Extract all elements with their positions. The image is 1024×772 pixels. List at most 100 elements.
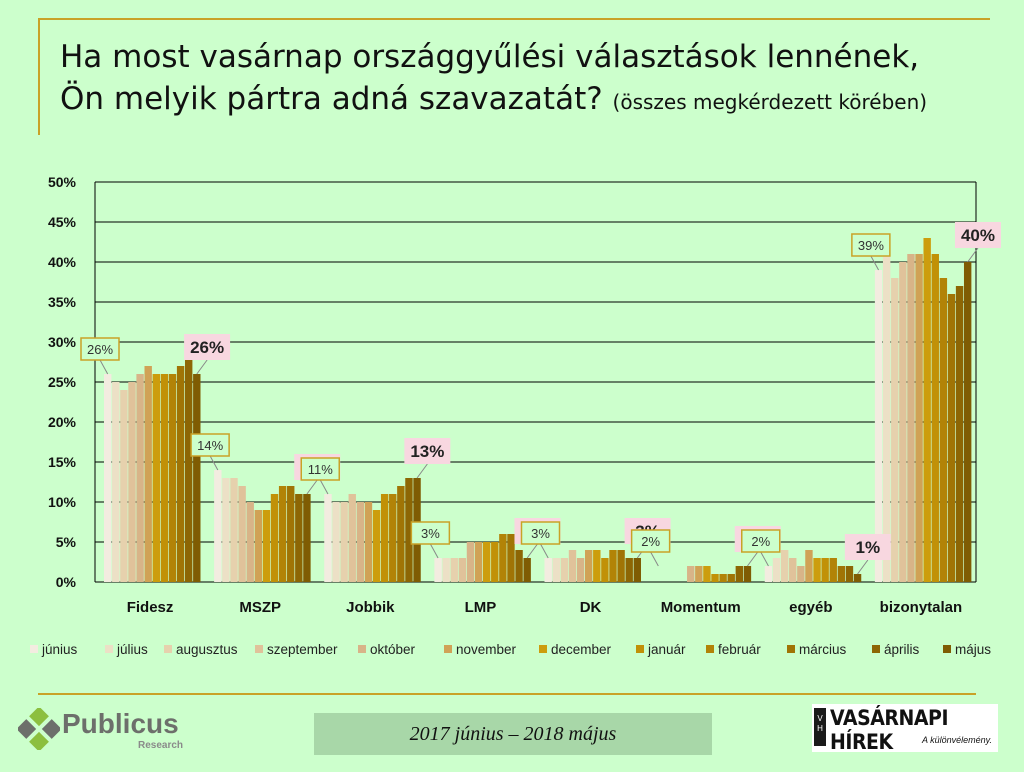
bar xyxy=(348,494,356,582)
legend-label: december xyxy=(551,642,612,657)
data-label-box xyxy=(954,222,1001,248)
y-tick-label: 10% xyxy=(48,494,77,510)
y-tick-label: 15% xyxy=(48,454,77,470)
legend-label: május xyxy=(955,642,991,657)
legend-label: augusztus xyxy=(176,642,238,657)
legend-swatch xyxy=(30,645,38,653)
bar xyxy=(544,558,552,582)
legend-label: november xyxy=(456,642,517,657)
legend-swatch xyxy=(164,645,172,653)
bar xyxy=(112,382,120,582)
bar xyxy=(238,486,246,582)
bar xyxy=(278,486,287,582)
data-label-leader xyxy=(306,479,318,495)
bar xyxy=(687,566,695,582)
legend-label: október xyxy=(370,642,416,657)
publicus-diamond-icon xyxy=(18,708,60,750)
data-label: 2% xyxy=(641,534,660,549)
data-label: 1% xyxy=(856,538,881,557)
bar xyxy=(576,558,585,582)
bar xyxy=(185,358,193,582)
x-category-label: Jobbik xyxy=(346,599,395,616)
legend-swatch xyxy=(255,645,263,653)
y-tick-label: 45% xyxy=(48,214,77,230)
bar xyxy=(380,494,389,582)
bar xyxy=(829,558,837,582)
bar xyxy=(104,374,112,582)
bar xyxy=(214,470,222,582)
data-label-leader xyxy=(209,455,219,471)
data-label-leader xyxy=(196,359,208,375)
bar xyxy=(136,374,144,582)
legend-swatch xyxy=(358,645,366,653)
bar xyxy=(821,558,829,582)
bar xyxy=(466,542,475,582)
y-tick-label: 0% xyxy=(56,574,77,590)
bar xyxy=(372,510,381,582)
data-label: 11% xyxy=(308,462,333,477)
y-tick-label: 25% xyxy=(48,374,77,390)
bar xyxy=(772,558,781,582)
legend-swatch xyxy=(943,645,951,653)
vh-name: VASÁRNAPI HÍREK xyxy=(830,706,949,754)
data-label-box xyxy=(300,457,340,481)
bar xyxy=(262,510,271,582)
data-label-leader xyxy=(760,551,769,567)
bar xyxy=(915,254,923,582)
bar xyxy=(270,494,279,582)
y-tick-label: 20% xyxy=(48,414,77,430)
bar xyxy=(168,374,177,582)
bar xyxy=(882,254,891,582)
data-label: 26% xyxy=(87,342,113,357)
legend-swatch xyxy=(706,645,714,653)
bar xyxy=(120,390,128,582)
bar xyxy=(601,558,609,582)
x-category-label: Fidesz xyxy=(127,599,174,616)
bar xyxy=(907,254,915,582)
bar xyxy=(332,502,340,582)
publicus-name: Publicus xyxy=(62,708,179,739)
data-label-leader xyxy=(429,543,439,559)
data-label-leader xyxy=(319,479,329,495)
bar xyxy=(923,238,931,582)
bar xyxy=(144,366,152,582)
bar xyxy=(789,558,797,582)
bar xyxy=(853,574,862,582)
bar xyxy=(552,558,560,582)
y-tick-label: 35% xyxy=(48,294,77,310)
period-text: 2017 június – 2018 május xyxy=(409,722,617,745)
bar xyxy=(593,550,601,582)
legend-swatch xyxy=(787,645,795,653)
legend-label: március xyxy=(799,642,847,657)
y-tick-label: 50% xyxy=(48,174,77,190)
bar xyxy=(450,558,458,582)
bar xyxy=(356,502,365,582)
bar xyxy=(963,262,972,582)
bar xyxy=(176,366,185,582)
bar xyxy=(324,494,332,582)
publicus-subtitle: Research xyxy=(138,740,184,751)
data-label-leader xyxy=(967,247,979,263)
bar xyxy=(899,262,907,582)
x-category-label: egyéb xyxy=(789,599,832,616)
data-label: 26% xyxy=(190,338,224,357)
y-tick-label: 5% xyxy=(56,534,77,550)
bar xyxy=(434,558,442,582)
title-subtitle: (összes megkérdezett körében) xyxy=(612,90,928,114)
data-label-box xyxy=(630,529,671,553)
bar xyxy=(939,278,948,582)
bar xyxy=(633,558,641,582)
data-label-box xyxy=(410,521,451,545)
y-tick-label: 40% xyxy=(48,254,77,270)
bar xyxy=(230,478,238,582)
bar xyxy=(254,510,263,582)
bar xyxy=(389,494,397,582)
bar xyxy=(617,550,625,582)
data-label-box xyxy=(741,529,781,553)
data-label-box xyxy=(404,438,451,464)
data-label-leader xyxy=(857,559,869,575)
legend-swatch xyxy=(105,645,113,653)
bar xyxy=(625,558,633,582)
bar xyxy=(128,382,136,582)
bar xyxy=(295,494,303,582)
